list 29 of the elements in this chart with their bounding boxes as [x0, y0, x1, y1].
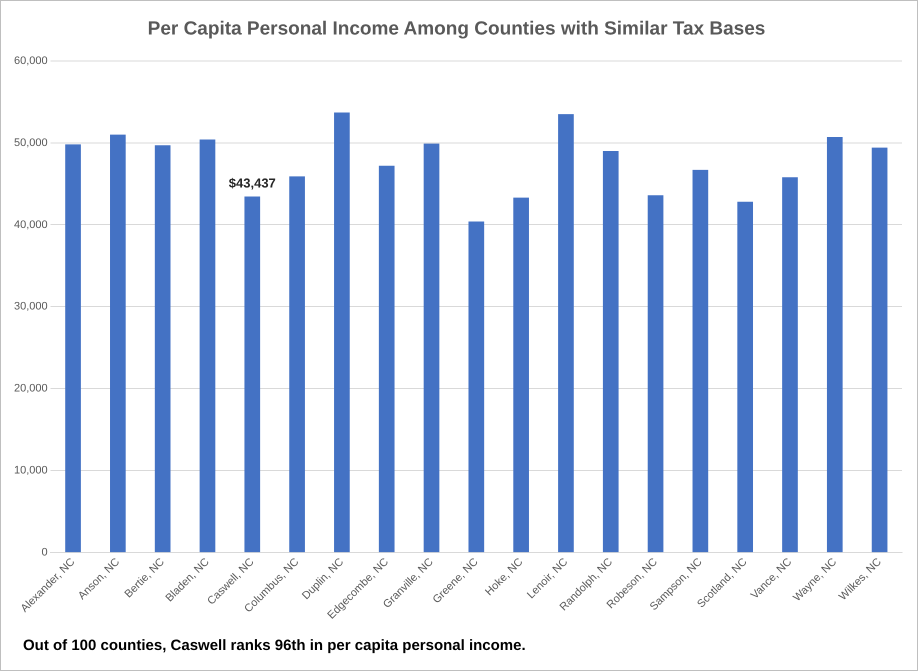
y-tick-label: 50,000 [14, 136, 48, 149]
bar [244, 196, 260, 552]
bar [513, 198, 529, 552]
text: Out of 100 counties, Caswell ranks 96th in per capita personal income. [23, 637, 526, 654]
bar [154, 145, 171, 552]
bar [558, 114, 574, 552]
bar [692, 170, 708, 552]
bar [602, 150, 619, 552]
bar [334, 112, 350, 552]
bar [648, 195, 664, 552]
data-label: $43,437 [228, 176, 276, 191]
bar [110, 134, 126, 552]
y-tick-label: 30,000 [14, 300, 48, 313]
y-tick-label: 10,000 [14, 464, 48, 477]
chart-title: Per Capita Personal Income Among Counties with Similar Tax Bases [148, 18, 766, 40]
bar [468, 221, 484, 552]
bar [782, 177, 798, 552]
bar [872, 148, 888, 552]
bar [826, 137, 843, 552]
y-tick-label: 40,000 [14, 218, 48, 231]
bar [424, 144, 440, 552]
bar [289, 176, 305, 552]
y-tick-label: 0 [42, 546, 48, 559]
bar [65, 144, 81, 552]
y-tick-label: 60,000 [14, 54, 48, 67]
y-tick-label: 20,000 [14, 382, 48, 395]
bar [200, 139, 216, 552]
bar [737, 202, 754, 552]
bar [378, 166, 395, 552]
